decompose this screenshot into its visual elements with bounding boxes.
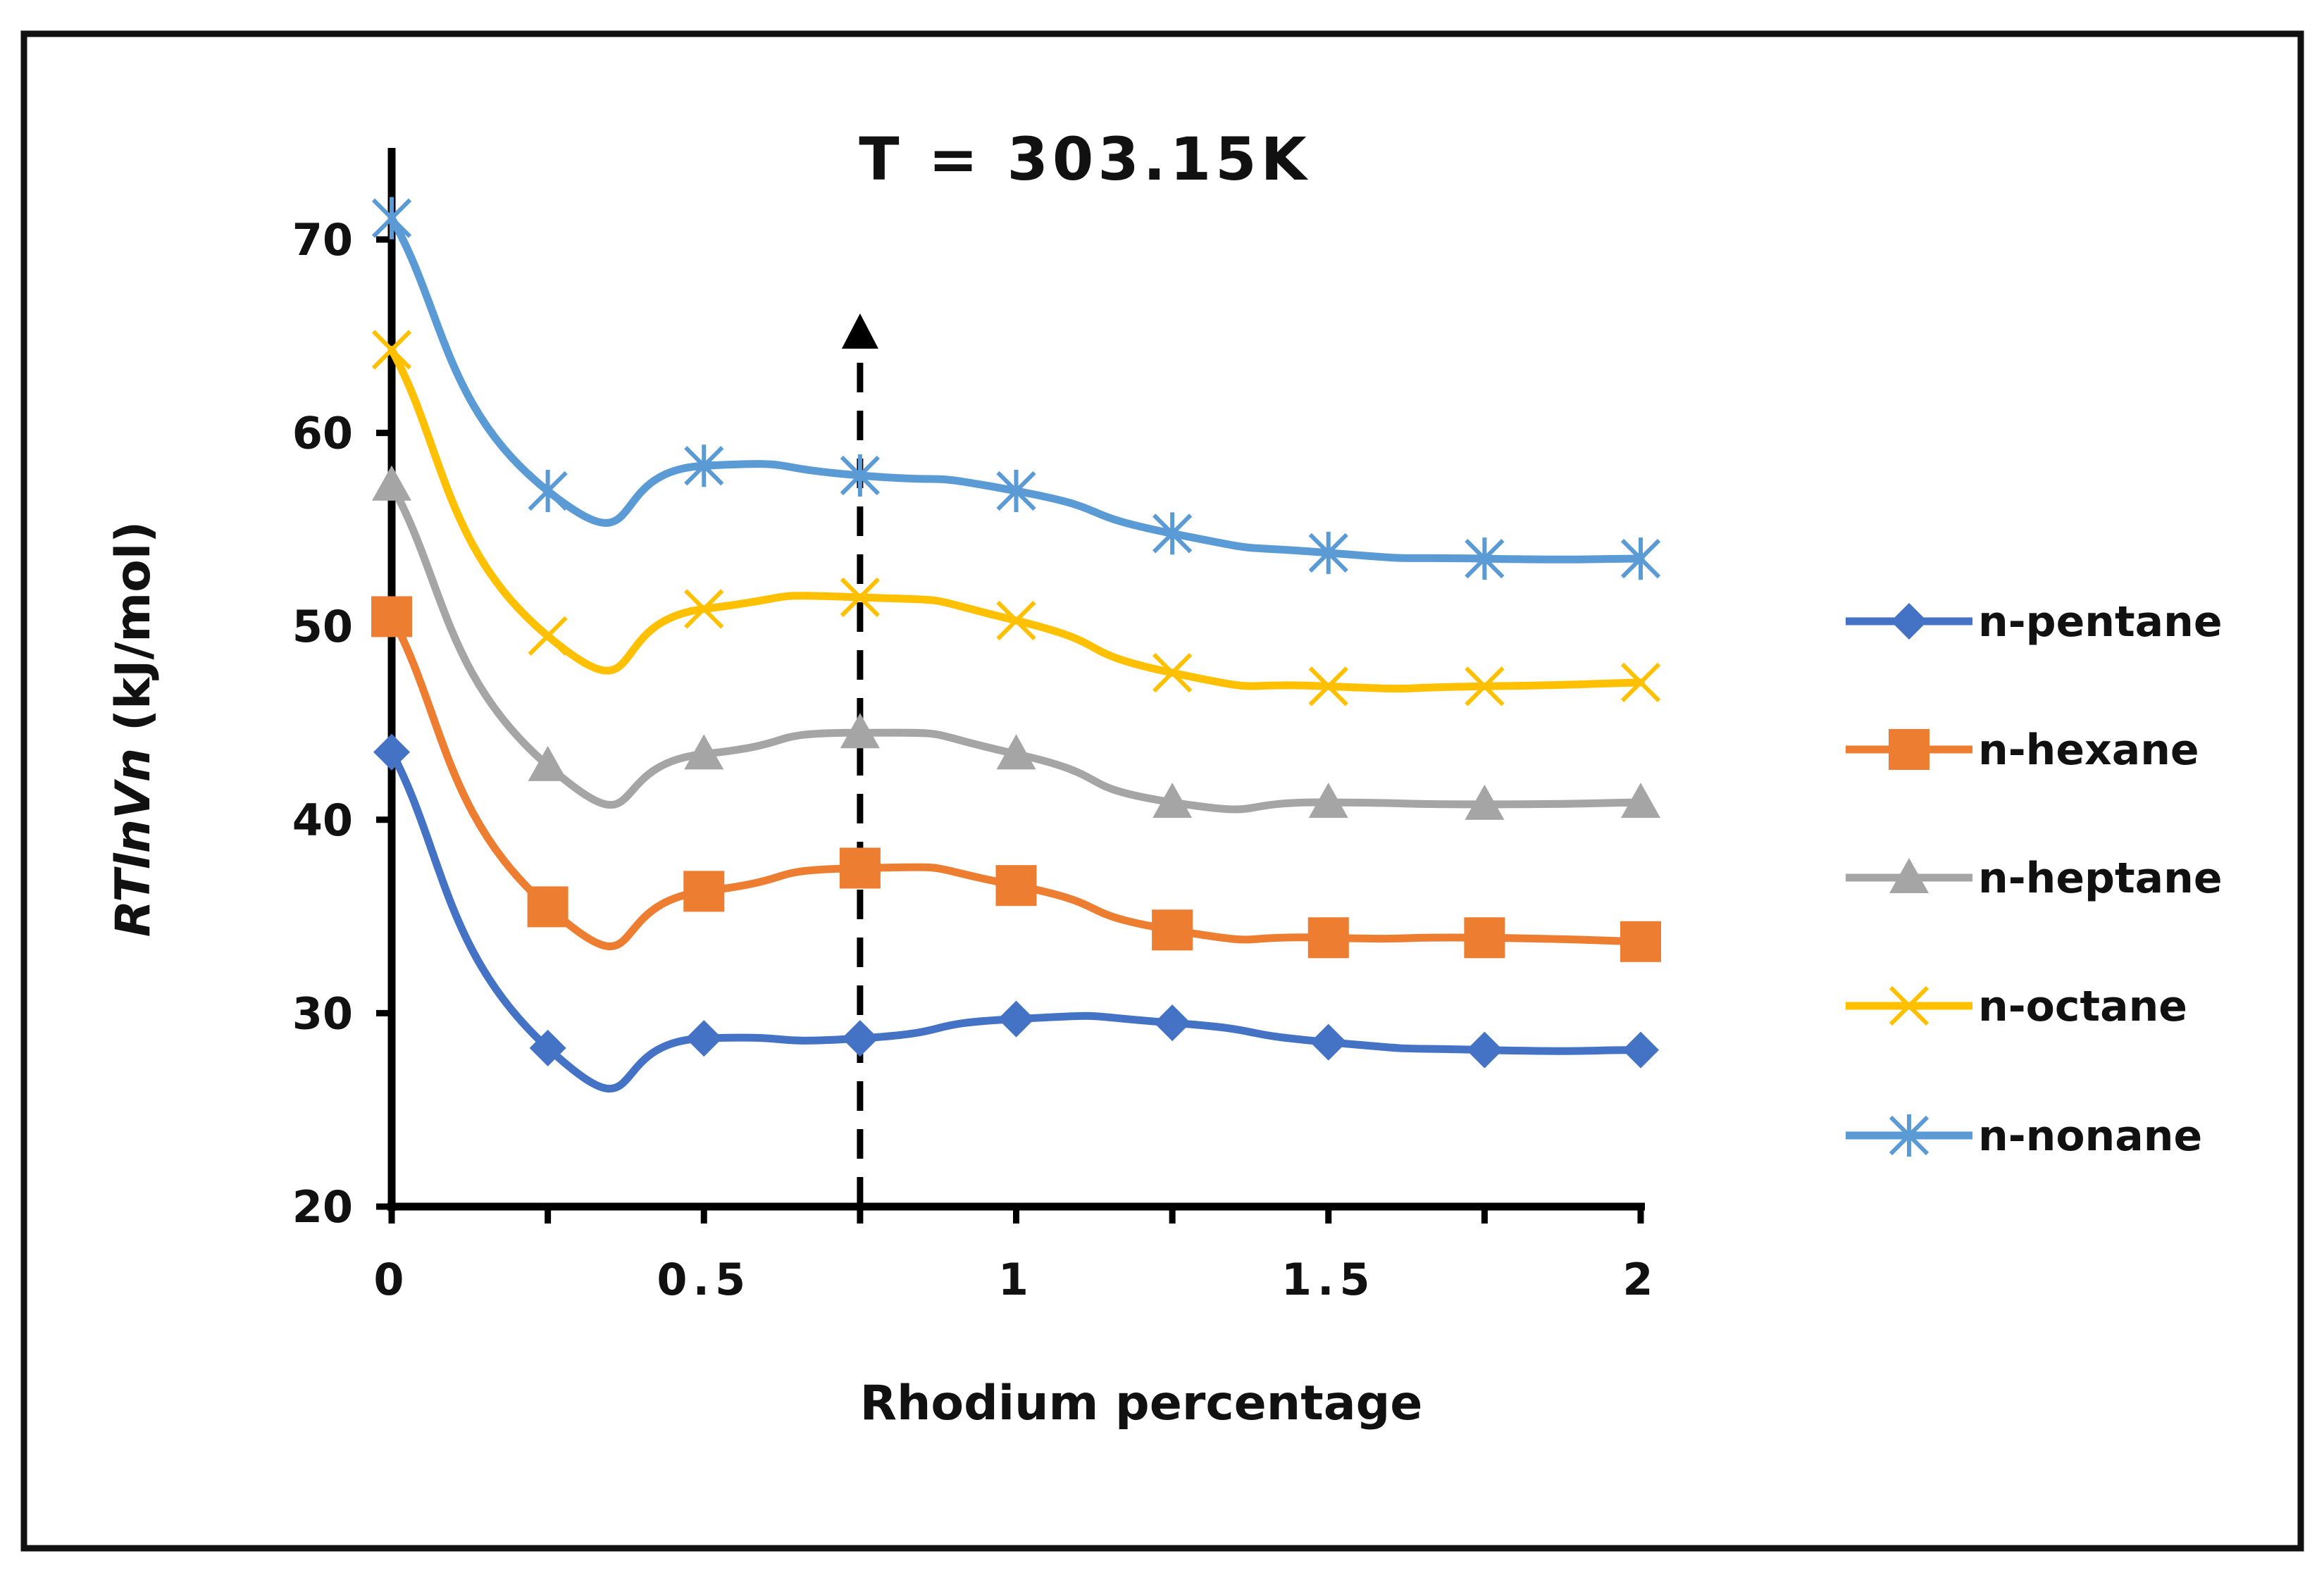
triangle-marker xyxy=(1621,783,1660,818)
diamond-marker xyxy=(529,1029,566,1066)
annotation-arrowhead-icon xyxy=(841,313,878,349)
y-axis-label: RTlnVn (kJ/mol) xyxy=(106,521,161,938)
legend-item: n-heptane xyxy=(1846,854,2223,903)
triangle-marker xyxy=(1152,783,1193,818)
series-n-hexane xyxy=(371,596,1661,962)
triangle-marker xyxy=(1889,858,1929,893)
x-marker xyxy=(1308,666,1348,706)
diamond-marker xyxy=(841,1020,878,1057)
x-marker xyxy=(1465,666,1505,706)
star-marker xyxy=(528,469,568,512)
x-tick-label: 1 xyxy=(998,1254,1034,1305)
star-marker xyxy=(1465,537,1505,580)
y-tick-label: 60 xyxy=(292,408,353,459)
legend-item: n-nonane xyxy=(1846,1112,2202,1161)
triangle-marker xyxy=(1308,783,1348,818)
star-marker xyxy=(1620,537,1661,580)
legend-label: n-hexane xyxy=(1978,726,2199,775)
series-n-nonane xyxy=(371,197,1661,580)
diamond-marker xyxy=(998,1000,1035,1038)
star-marker xyxy=(1308,531,1348,574)
legend-item: n-octane xyxy=(1846,982,2187,1031)
y-tick-label: 20 xyxy=(292,1181,353,1233)
star-marker xyxy=(684,444,724,487)
x-tick-label: 0.5 xyxy=(657,1254,751,1305)
diamond-marker xyxy=(1622,1031,1659,1069)
chart-border xyxy=(20,30,2304,1552)
series-n-octane xyxy=(371,330,1661,706)
x-axis-label: Rhodium percentage xyxy=(860,1376,1423,1431)
x-marker xyxy=(1152,652,1193,693)
series-line xyxy=(387,214,1645,564)
diamond-marker xyxy=(1891,603,1927,640)
star-marker xyxy=(371,197,412,239)
series-line xyxy=(387,612,1645,950)
square-marker xyxy=(371,596,412,637)
square-marker xyxy=(1620,921,1661,962)
triangle-marker xyxy=(1465,784,1505,820)
y-tick-label: 30 xyxy=(292,988,353,1039)
triangle-marker xyxy=(684,734,724,770)
square-marker xyxy=(995,865,1037,907)
x-marker xyxy=(371,330,412,370)
square-marker xyxy=(1152,909,1193,951)
diamond-marker xyxy=(1154,1004,1191,1042)
series-line xyxy=(387,748,1645,1093)
square-marker xyxy=(1889,729,1930,770)
series-line xyxy=(387,481,1645,814)
series-n-heptane xyxy=(372,465,1660,820)
y-tick-label: 70 xyxy=(292,214,353,266)
x-marker xyxy=(1889,985,1930,1026)
square-marker xyxy=(1307,917,1349,959)
x-tick-label: 1.5 xyxy=(1281,1254,1376,1305)
chart-title: T = 303.15K xyxy=(859,125,1310,194)
triangle-marker xyxy=(372,465,411,501)
legend-item: n-hexane xyxy=(1846,726,2199,775)
y-tick-label: 50 xyxy=(292,601,353,652)
square-marker xyxy=(839,847,881,889)
x-marker xyxy=(996,600,1036,641)
triangle-marker xyxy=(528,745,568,781)
legend-label: n-octane xyxy=(1978,982,2187,1031)
square-marker xyxy=(1464,917,1505,959)
series-n-pentane xyxy=(373,733,1659,1093)
legend-label: n-pentane xyxy=(1978,597,2223,647)
star-marker xyxy=(996,469,1036,512)
y-axis-label-italic: RTlnVn xyxy=(106,748,161,937)
diamond-marker xyxy=(373,733,410,771)
legend-label: n-heptane xyxy=(1978,854,2223,903)
y-tick-label: 40 xyxy=(292,795,353,846)
x-marker xyxy=(1620,662,1661,702)
star-marker xyxy=(1152,512,1193,555)
legend-item: n-pentane xyxy=(1846,597,2223,647)
y-axis-label-unit: (kJ/mol) xyxy=(106,521,161,748)
legend-label: n-nonane xyxy=(1978,1112,2202,1161)
diamond-marker xyxy=(1310,1023,1347,1061)
triangle-marker xyxy=(840,713,880,749)
star-marker xyxy=(840,454,881,497)
diamond-marker xyxy=(685,1020,723,1057)
x-marker xyxy=(684,589,724,629)
series-line xyxy=(387,346,1645,693)
square-marker xyxy=(527,886,568,928)
x-marker xyxy=(840,577,881,618)
square-marker xyxy=(683,871,725,912)
x-marker xyxy=(528,616,568,656)
diamond-marker xyxy=(1466,1031,1503,1069)
x-tick-label: 0 xyxy=(373,1254,409,1305)
triangle-marker xyxy=(996,734,1036,770)
star-marker xyxy=(1889,1114,1930,1157)
x-tick-label: 2 xyxy=(1622,1254,1658,1305)
